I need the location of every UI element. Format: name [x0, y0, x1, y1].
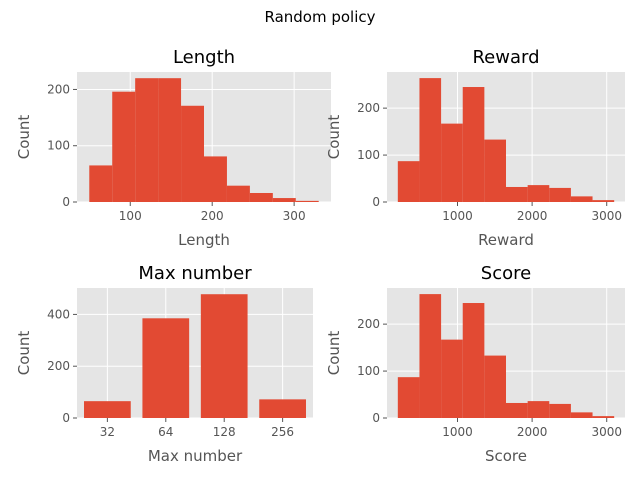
subplot-score: 0 100 200 1000 2000 3000 Score Score Count: [325, 263, 625, 465]
x-tick-label: 1000: [442, 209, 473, 223]
histogram-bar: [419, 78, 442, 202]
histogram-bar: [89, 165, 113, 202]
subplot-title: Reward: [472, 47, 539, 68]
histogram-bar: [204, 156, 227, 202]
histogram-bar: [527, 401, 550, 418]
bar: [84, 401, 131, 418]
histogram-bar: [462, 303, 485, 418]
histogram-bar: [295, 200, 319, 202]
histogram-bar: [592, 200, 615, 202]
x-tick-label: 128: [213, 425, 236, 439]
histogram-bar: [441, 339, 463, 418]
y-axis-label: Count: [325, 331, 343, 376]
histogram-bar: [419, 294, 442, 418]
histogram-bar: [249, 192, 273, 202]
y-axis-label: Count: [325, 115, 343, 160]
histogram-bar: [158, 78, 182, 202]
histogram-bar: [135, 78, 159, 202]
x-tick-label: 200: [201, 209, 224, 223]
y-tick-label: 0: [372, 195, 380, 209]
bar: [142, 318, 190, 418]
subplot-title: Length: [173, 47, 235, 68]
x-tick-label: 300: [283, 209, 306, 223]
x-tick-label: 3000: [591, 425, 622, 439]
histogram-bar: [484, 139, 506, 202]
histogram-bar: [397, 377, 420, 418]
bar: [200, 294, 248, 418]
histogram-bar: [462, 87, 485, 202]
plot-area: [77, 288, 313, 418]
subplot-title: Score: [481, 263, 531, 284]
histogram-bar: [272, 198, 296, 202]
y-tick-label: 200: [47, 359, 70, 373]
histogram-bar: [397, 161, 420, 202]
figure-suptitle: Random policy: [264, 8, 376, 26]
x-tick-label: 3000: [591, 209, 622, 223]
x-axis-label: Max number: [148, 447, 243, 465]
histogram-bar: [527, 185, 550, 202]
subplot-max-number: 0 200 400 32 64 128 256 Max number Max number Cou…: [15, 263, 313, 465]
histogram-bar: [441, 123, 463, 202]
x-tick-label: 2000: [517, 425, 548, 439]
y-tick-label: 0: [372, 411, 380, 425]
subplot-reward: 0 100 200 1000 2000 3000 Reward Reward Count: [325, 47, 625, 249]
y-axis-label: Count: [15, 115, 33, 160]
histogram-bar: [592, 416, 615, 418]
histogram-bar: [181, 105, 204, 202]
x-tick-label: 100: [119, 209, 142, 223]
histogram-bar: [506, 186, 528, 202]
histogram-bar: [549, 187, 571, 202]
y-tick-label: 200: [47, 82, 70, 96]
histogram-bar: [506, 402, 528, 418]
subplot-title: Max number: [138, 263, 252, 284]
bar: [259, 399, 306, 418]
y-tick-label: 100: [357, 148, 380, 162]
x-axis-label: Score: [485, 447, 527, 465]
y-tick-label: 400: [47, 307, 70, 321]
x-tick-label: 64: [158, 425, 173, 439]
histogram-bar: [226, 185, 250, 202]
y-tick-label: 0: [62, 195, 70, 209]
y-tick-label: 0: [62, 411, 70, 425]
x-tick-label: 2000: [517, 209, 548, 223]
y-axis-label: Count: [15, 331, 33, 376]
histogram-bar: [112, 91, 136, 202]
x-axis-label: Length: [178, 231, 230, 249]
y-tick-label: 100: [357, 364, 380, 378]
y-tick-label: 200: [357, 101, 380, 115]
y-tick-label: 200: [357, 317, 380, 331]
x-tick-label: 256: [271, 425, 294, 439]
histogram-bar: [570, 196, 593, 202]
histogram-bar: [484, 355, 506, 418]
y-tick-label: 100: [47, 139, 70, 153]
histogram-bar: [549, 403, 571, 418]
subplot-length: 0 100 200 100 200 300 Length Length Count: [15, 47, 331, 249]
x-tick-label: 1000: [442, 425, 473, 439]
x-tick-label: 32: [100, 425, 115, 439]
histogram-bar: [570, 412, 593, 418]
x-axis-label: Reward: [478, 231, 534, 249]
